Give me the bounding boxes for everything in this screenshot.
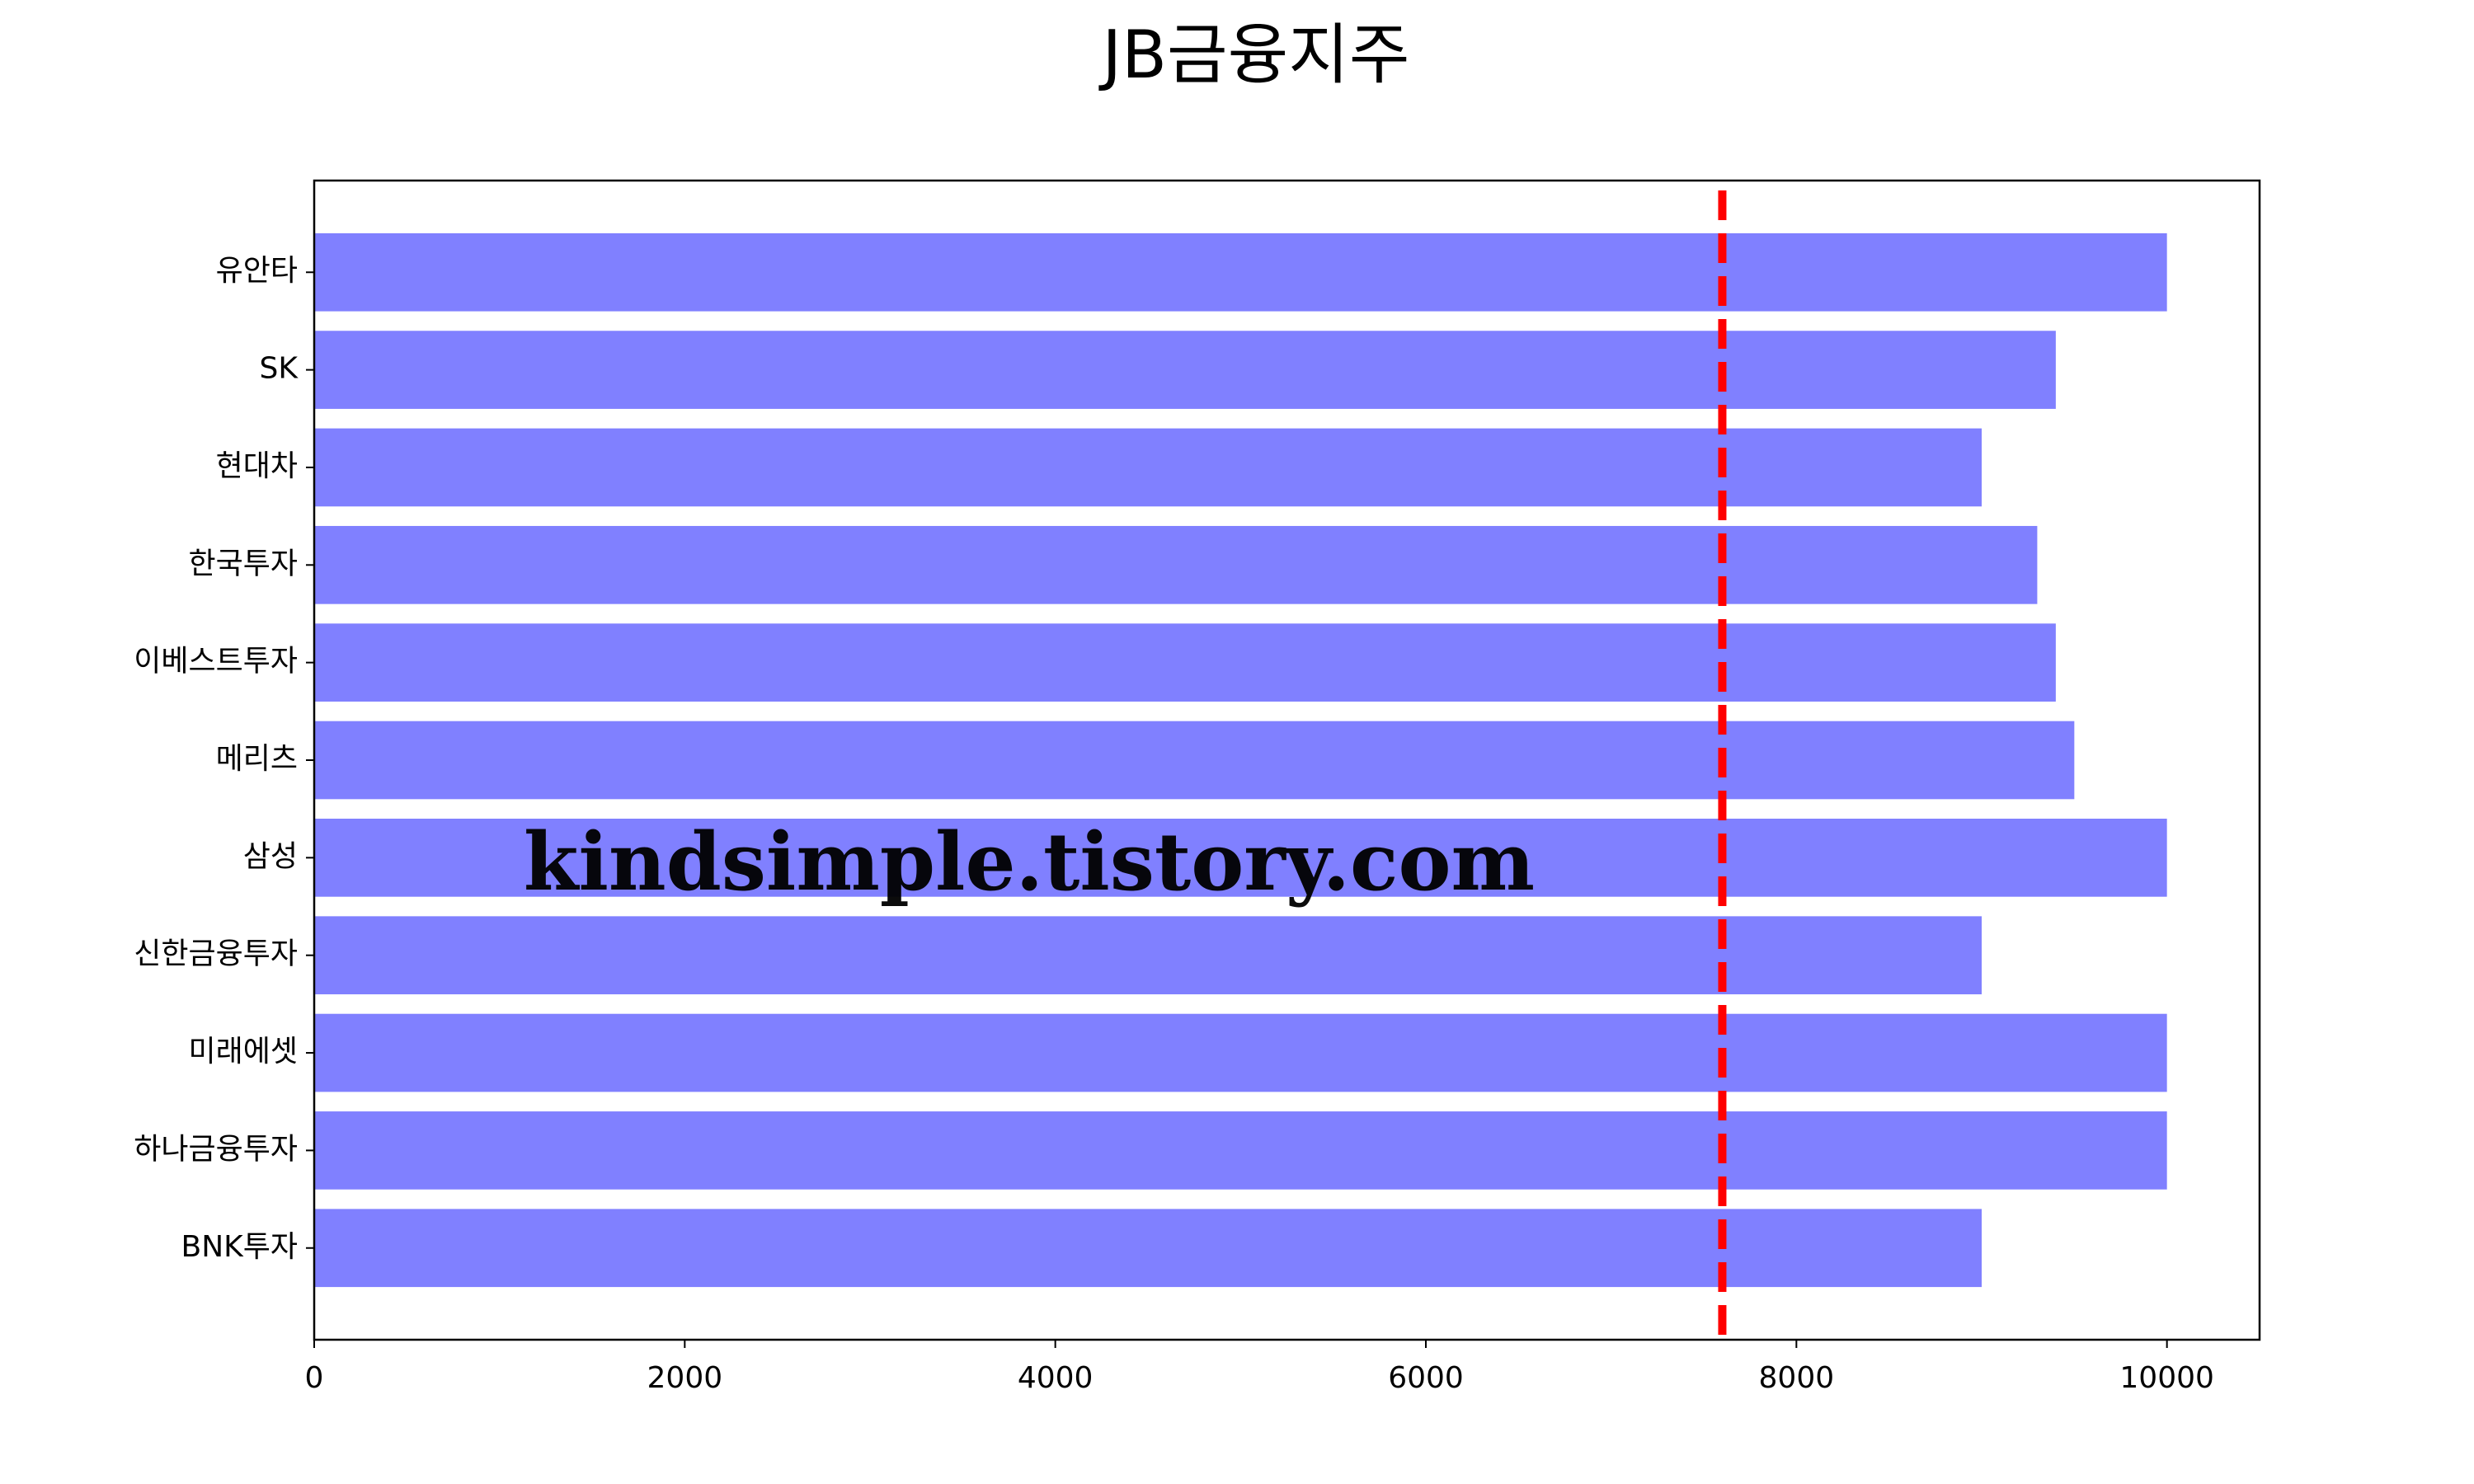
x-tick-label: 6000 <box>1388 1361 1464 1395</box>
y-tick-label: 신한금융투자 <box>134 937 298 971</box>
bar <box>314 331 2056 409</box>
bar <box>314 1013 2167 1092</box>
x-tick-label: 8000 <box>1759 1361 1835 1395</box>
bar <box>314 721 2075 800</box>
y-tick-label: 한국투자 <box>189 547 298 580</box>
bar <box>314 819 2167 897</box>
y-tick-label: 메리츠 <box>216 742 298 776</box>
y-tick-label: 이베스트투자 <box>134 645 298 679</box>
y-tick-label: 하나금융투자 <box>134 1132 298 1166</box>
x-tick-label: 4000 <box>1018 1361 1094 1395</box>
bar <box>314 428 1982 507</box>
x-tick-label: 10000 <box>2119 1361 2214 1395</box>
watermark: kindsimple.tistory.com <box>524 815 1535 909</box>
bar <box>314 1209 1982 1288</box>
y-tick-label: 삼성 <box>243 839 298 873</box>
y-tick-label: SK <box>260 352 299 386</box>
chart-title: JB금융지주 <box>1098 16 1410 93</box>
bar <box>314 1111 2167 1190</box>
bar <box>314 916 1982 995</box>
x-tick-label: 2000 <box>647 1361 723 1395</box>
bar <box>314 232 2167 312</box>
bar <box>314 525 2038 604</box>
y-tick-label: 미래에셋 <box>189 1035 298 1068</box>
y-tick-label: BNK투자 <box>181 1230 298 1264</box>
bar <box>314 623 2056 702</box>
plot-frame <box>313 179 2261 1341</box>
y-tick-label: 유안타 <box>216 254 298 288</box>
y-tick-label: 현대차 <box>216 449 298 483</box>
x-tick-label: 0 <box>305 1361 324 1395</box>
